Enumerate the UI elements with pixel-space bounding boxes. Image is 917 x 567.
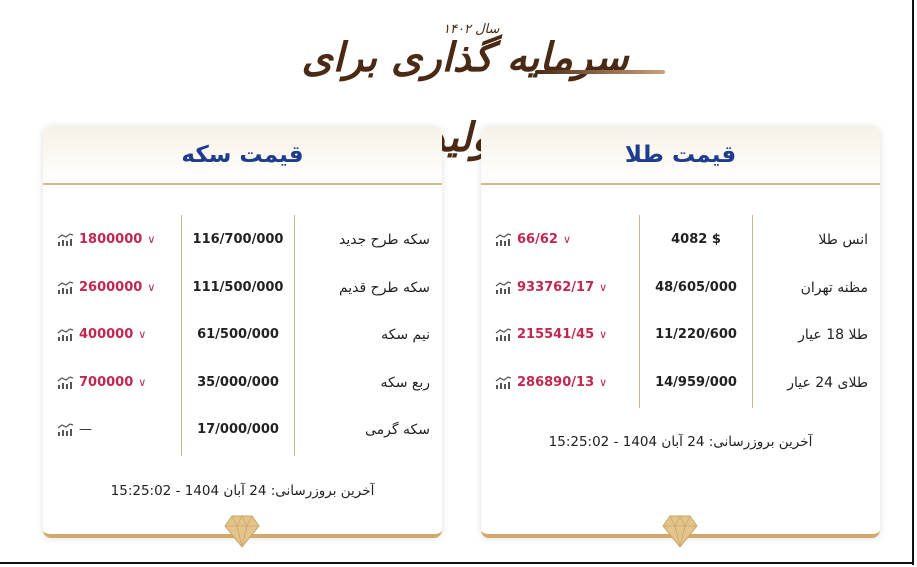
chevron-down-icon: ∨ (599, 328, 608, 341)
bar-chart-icon[interactable] (495, 233, 512, 246)
bar-chart-icon[interactable] (57, 375, 74, 389)
change-value: 286890/13 (517, 374, 595, 390)
item-change: 700000 ∨ (57, 375, 146, 390)
card-header: قیمت طلا (481, 127, 880, 185)
card-title: قیمت سکه (181, 142, 304, 168)
bar-chart-icon[interactable] (57, 328, 74, 341)
column-divider (752, 215, 753, 408)
item-price: 14/959/000 (655, 374, 737, 390)
item-change: 286890/13 ∨ (495, 375, 607, 390)
change-value: 700000 (79, 374, 134, 390)
change-value: 215541/45 (517, 327, 595, 342)
gold-price-card: قیمت طلا آخرین بروزرسانی: 24 آبان 1404 -… (481, 127, 880, 548)
price-row: سکه طرح قدیم 111/500/000 2600000 ∨ (43, 275, 442, 305)
column-divider (181, 215, 182, 456)
bar-chart-icon[interactable] (495, 375, 512, 389)
frame-edge (912, 0, 914, 565)
item-name: مظنه تهران (800, 279, 868, 296)
column-divider (639, 215, 640, 408)
item-change: 400000 ∨ (57, 327, 146, 342)
price-row: مظنه تهران 48/605/000 933762/17 ∨ (481, 275, 880, 305)
coin-price-card: قیمت سکه آخرین بروزرسانی: 24 آبان 1404 -… (43, 127, 442, 548)
item-price: 4082 $ (671, 232, 721, 247)
chevron-down-icon: ∨ (562, 233, 571, 246)
item-name: سکه گرمی (365, 422, 430, 438)
bar-chart-icon[interactable] (495, 280, 512, 294)
diamond-icon (224, 515, 260, 548)
item-name: طلای 24 عیار (787, 374, 868, 391)
item-change: 215541/45 ∨ (495, 327, 607, 342)
chevron-down-icon: ∨ (599, 375, 608, 389)
logo-banner: سرمایه گذاری برای تولید سال ۱۴۰۲ (265, 18, 665, 161)
bar-chart-icon[interactable] (57, 233, 74, 246)
price-row: سکه طرح جدید 116/700/000 1800000 ∨ (43, 227, 442, 257)
logo-swash (535, 70, 665, 74)
diamond-icon (662, 515, 698, 548)
chevron-down-icon: ∨ (138, 328, 147, 341)
item-change: 66/62 ∨ (495, 232, 571, 247)
price-row: نیم سکه 61/500/000 400000 ∨ (43, 322, 442, 352)
change-value: 400000 (79, 327, 134, 342)
price-row: ربع سکه 35/000/000 700000 ∨ (43, 370, 442, 400)
price-row: انس طلا 4082 $ 66/62 ∨ (481, 227, 880, 257)
price-row: سکه گرمی 17/000/000 — (43, 417, 442, 447)
item-change: 2600000 ∨ (57, 280, 155, 295)
price-row: طلا 18 عیار 11/220/600 215541/45 ∨ (481, 322, 880, 352)
item-price: 48/605/000 (655, 279, 737, 295)
chevron-down-icon: ∨ (138, 375, 147, 389)
change-value: 66/62 (517, 232, 558, 247)
item-price: 61/500/000 (197, 327, 279, 342)
last-updated: آخرین بروزرسانی: 24 آبان 1404 - 15:25:02 (548, 434, 813, 450)
item-change: 1800000 ∨ (57, 232, 155, 247)
chevron-down-icon: ∨ (599, 280, 608, 294)
frame-edge (0, 562, 914, 564)
last-updated: آخرین بروزرسانی: 24 آبان 1404 - 15:25:02 (110, 483, 375, 499)
change-value: — (79, 422, 92, 437)
item-price: 17/000/000 (197, 422, 279, 437)
item-name: ربع سکه (380, 374, 430, 391)
change-value: 1800000 (79, 232, 143, 247)
chevron-down-icon: ∨ (147, 280, 156, 294)
price-row: طلای 24 عیار 14/959/000 286890/13 ∨ (481, 370, 880, 400)
item-name: انس طلا (818, 232, 868, 248)
card-header: قیمت سکه (43, 127, 442, 185)
bar-chart-icon[interactable] (57, 423, 74, 436)
item-name: طلا 18 عیار (798, 327, 868, 343)
logo-year: سال ۱۴۰۲ (443, 22, 500, 37)
item-name: سکه طرح قدیم (338, 279, 430, 296)
item-change: 933762/17 ∨ (495, 280, 607, 295)
change-value: 933762/17 (517, 279, 595, 295)
bar-chart-icon[interactable] (57, 280, 74, 294)
item-change: — (57, 422, 92, 437)
item-price: 116/700/000 (192, 232, 284, 247)
card-title: قیمت طلا (624, 142, 737, 168)
item-name: نیم سکه (381, 327, 430, 343)
chevron-down-icon: ∨ (147, 233, 156, 246)
item-name: سکه طرح جدید (338, 232, 430, 248)
item-price: 111/500/000 (192, 279, 284, 295)
bar-chart-icon[interactable] (495, 328, 512, 341)
change-value: 2600000 (79, 279, 143, 295)
item-price: 11/220/600 (655, 327, 737, 342)
item-price: 35/000/000 (197, 374, 279, 390)
column-divider (294, 215, 295, 456)
